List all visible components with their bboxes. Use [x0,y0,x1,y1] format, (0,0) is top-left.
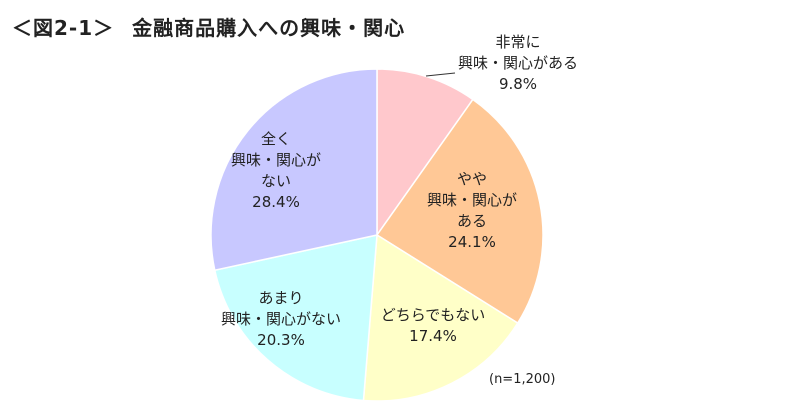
pie-slices [210,68,544,402]
pie-slice-2 [375,98,544,325]
pie-slice-1 [376,68,474,238]
slice-value-label: 28.4% [252,193,300,211]
slice-label-5: 全く興味・関心がない 28.4% [231,130,321,211]
pie-slice-5 [210,68,378,272]
slice-value-label: 24.1% [448,233,496,251]
slice-category-label: 全く [261,130,291,148]
slice-label-2: やや興味・関心がある 24.1% [427,170,517,251]
slice-value-label: 17.4% [409,327,457,345]
slice-category-label: 非常に [495,33,540,51]
figure-title: 金融商品購入への興味・関心 [132,16,406,40]
pie-slice-3 [362,233,519,402]
slice-label-1: 非常に興味・関心がある 9.8% [458,33,578,93]
pie-slice-4 [213,234,378,402]
leader-line [425,72,456,77]
slice-category-label: どちらでもない [381,306,486,324]
slice-value-label: 20.3% [257,331,305,349]
slice-label-3: どちらでもない 17.4% [381,306,486,345]
slice-labels: 非常に興味・関心がある 9.8%やや興味・関心がある 24.1%どちらでもない 17.… [221,33,578,349]
slice-category-label: 興味・関心が [231,151,321,169]
slice-category-label: 興味・関心がない [221,310,341,328]
slice-category-label: やや [457,170,487,188]
slice-label-4: あまり興味・関心がない 20.3% [221,289,341,349]
slice-value-label: 9.8% [499,75,537,93]
slice-category-label: ない [261,172,291,190]
figure-number: ＜図2-1＞ [12,16,115,40]
sample-size-note: (n=1,200) [489,372,556,387]
chart-title: ＜図2-1＞ 金融商品購入への興味・関心 [12,12,405,41]
slice-category-label: あまり [258,289,303,307]
slice-category-label: 興味・関心がある [458,54,578,72]
slice-category-label: ある [457,212,487,230]
slice-category-label: 興味・関心が [427,191,517,209]
